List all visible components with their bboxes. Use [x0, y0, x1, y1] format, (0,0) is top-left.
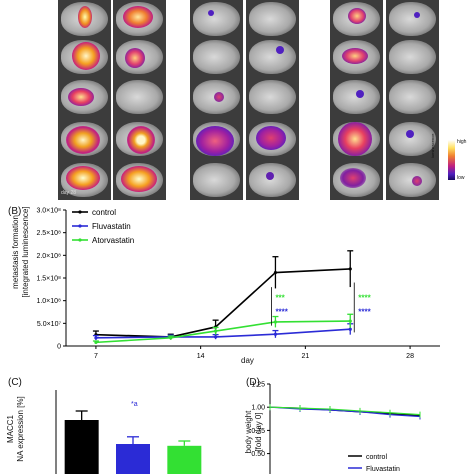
legend-label: control	[366, 454, 387, 461]
legend-label: Fluvastatin	[366, 466, 400, 473]
x-tick-label: 14	[197, 353, 205, 360]
series-line-atorvastatin	[269, 406, 421, 416]
data-point	[348, 267, 352, 271]
significance-mark-fluvastatin: ****	[275, 307, 288, 316]
panel-b-chart: 0 5.0×10⁷ 1.0×10⁸ 1.5×10⁸ 2.0×10⁸ 2.5×10⁸ 3.0×…	[36, 208, 440, 360]
data-point	[273, 320, 278, 324]
y-tick-label: 1.25	[251, 382, 265, 389]
data-point	[214, 329, 218, 333]
y-tick-label: 0	[57, 344, 61, 351]
colorbar-high-label: high	[457, 139, 467, 145]
legend-marker	[78, 210, 82, 214]
bar-control	[64, 420, 99, 474]
mouse-column-1: day 28	[58, 0, 111, 200]
panel-d-label: (D)	[246, 377, 260, 388]
data-point	[94, 340, 98, 344]
data-point	[348, 327, 352, 331]
y-tick-label: 0.50	[251, 451, 265, 458]
legend-label: control	[92, 208, 116, 217]
legend-marker	[78, 224, 82, 228]
data-point	[348, 319, 352, 323]
y-tick-label: 2.0×10⁸	[36, 253, 61, 260]
significance-mark-atorvastatin-2: ****	[358, 294, 371, 303]
significance-mark-atorvastatin: ***	[275, 294, 285, 303]
significance-annotation: *a	[131, 401, 138, 408]
y-tick-label: 3.0×10⁸	[36, 208, 61, 215]
data-point	[273, 332, 278, 336]
legend-label: Fluvastatin	[92, 222, 131, 231]
colorbar-axis-label: luminescence	[430, 133, 435, 158]
x-tick-label: 28	[406, 353, 414, 360]
legend-marker	[78, 238, 82, 242]
y-tick-label: 1.00	[251, 405, 265, 412]
mouse-column-6	[386, 0, 439, 200]
imaging-panel: day 28 high low luminescence	[0, 0, 474, 202]
panel-c-chart: *a	[55, 390, 202, 474]
luminescence-colorbar	[448, 140, 455, 180]
bar-fluvastatin	[116, 444, 150, 474]
mouse-column-2	[113, 0, 166, 200]
mouse-column-3	[190, 0, 243, 200]
y-tick-label: 2.5×10⁸	[36, 230, 61, 237]
panel-b-xlabel: day	[241, 356, 254, 365]
x-tick-label: 21	[301, 353, 309, 360]
y-tick-label: 0.75	[251, 428, 265, 435]
colorbar-low-label: low	[457, 175, 465, 181]
data-point	[94, 336, 98, 340]
y-tick-label: 5.0×10⁷	[37, 321, 62, 328]
y-tick-label: 1.5×10⁸	[36, 276, 61, 283]
data-point	[273, 270, 278, 275]
y-tick-label: 1.0×10⁸	[36, 298, 61, 305]
day-label: day 28	[61, 190, 77, 196]
data-point	[169, 336, 173, 340]
series-line-fluvastatin	[269, 406, 421, 418]
x-tick-label: 7	[94, 353, 98, 360]
mouse-column-4	[246, 0, 299, 200]
panel-b-label: (B)	[8, 206, 22, 217]
panel-c-label: (C)	[8, 377, 22, 388]
bar-atorvastatin	[167, 445, 202, 474]
panel-d-chart: 0.50 0.75 1.00 1.25 control Fluvastatin	[251, 382, 421, 474]
mouse-column-5	[330, 0, 383, 200]
series-line-control	[95, 268, 351, 338]
legend-label: Atorvastatin	[92, 236, 134, 245]
significance-mark-fluvastatin-2: ****	[358, 307, 371, 316]
data-point	[214, 335, 218, 339]
